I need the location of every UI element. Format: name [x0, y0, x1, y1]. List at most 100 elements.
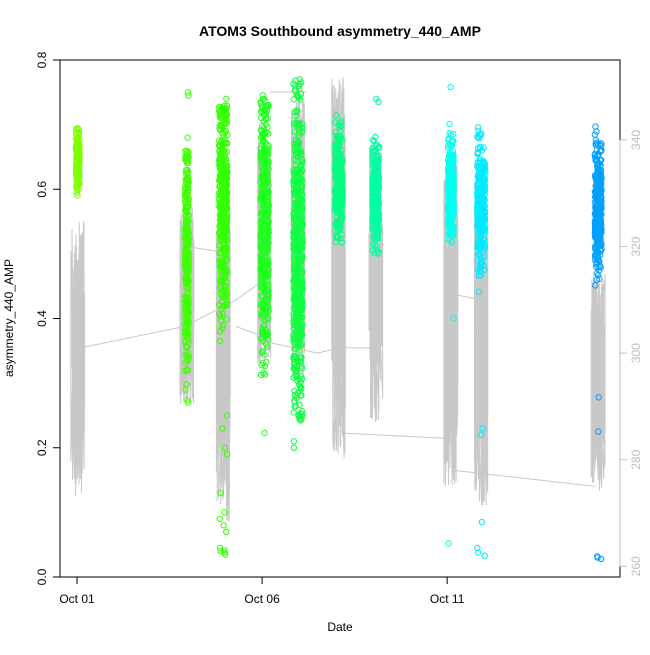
data-point: [265, 151, 272, 158]
data-point: [593, 157, 600, 165]
x-tick-label: Oct 06: [244, 592, 280, 606]
y2-tick-label: 340: [629, 130, 643, 150]
data-point: [290, 444, 298, 451]
data-point: [595, 428, 602, 435]
data-point: [259, 183, 266, 191]
data-point: [373, 95, 380, 103]
data-point: [336, 170, 343, 178]
data-point: [445, 540, 452, 547]
data-point: [292, 317, 299, 324]
data-point: [259, 261, 266, 269]
data-point: [298, 365, 306, 372]
data-point: [597, 185, 604, 193]
data-point: [290, 438, 298, 445]
data-point: [448, 213, 455, 221]
data-point: [224, 170, 231, 177]
data-point: [598, 245, 605, 253]
data-point: [263, 129, 270, 136]
data-point: [184, 279, 192, 286]
data-point: [296, 401, 303, 408]
data-point: [332, 159, 340, 166]
data-point: [297, 358, 305, 365]
data-point: [375, 144, 383, 151]
data-point: [374, 153, 381, 161]
data-point: [183, 246, 190, 254]
data-point: [217, 278, 224, 285]
data-point: [375, 152, 383, 160]
data-point: [261, 371, 269, 378]
data-point: [75, 151, 83, 158]
data-point: [449, 167, 456, 175]
data-point: [338, 239, 345, 246]
data-point: [445, 135, 452, 143]
data-point: [372, 160, 379, 167]
data-point: [474, 549, 482, 556]
data-point: [222, 104, 229, 112]
data-point: [449, 148, 457, 155]
data-point: [332, 173, 339, 181]
data-point: [223, 266, 230, 274]
data-point: [290, 335, 297, 342]
data-point: [297, 195, 304, 202]
data-point: [445, 235, 453, 243]
data-point: [264, 343, 271, 350]
data-point: [332, 162, 340, 170]
data-point: [264, 257, 271, 265]
data-point: [474, 133, 481, 140]
data-point: [261, 267, 268, 274]
data-point: [181, 367, 189, 374]
data-points-layer: [72, 76, 605, 563]
data-point: [476, 174, 483, 181]
data-point: [290, 256, 298, 263]
data-point: [182, 253, 190, 261]
data-point: [265, 182, 272, 189]
data-point: [297, 288, 305, 295]
data-point: [290, 317, 297, 325]
data-point: [297, 96, 304, 103]
data-point: [293, 305, 301, 312]
y-tick-label: 0.6: [35, 181, 49, 198]
data-point: [263, 170, 271, 178]
data-point: [217, 103, 225, 111]
data-point: [480, 165, 487, 172]
data-point: [294, 183, 302, 191]
data-point: [258, 229, 265, 236]
data-point: [223, 236, 230, 243]
data-point: [292, 112, 299, 120]
data-point: [184, 183, 192, 190]
data-point: [224, 451, 231, 458]
trace-series-6: [368, 144, 384, 423]
data-point: [222, 214, 229, 222]
data-point: [222, 149, 229, 157]
data-point: [299, 237, 306, 244]
data-point: [217, 547, 224, 555]
x-tick-label: Oct 11: [430, 592, 465, 606]
data-point: [220, 522, 228, 529]
data-point: [182, 328, 189, 335]
data-point: [258, 174, 266, 182]
data-point: [292, 328, 299, 336]
cluster-7: [444, 83, 457, 547]
data-point: [334, 142, 341, 149]
data-point: [260, 111, 268, 118]
data-point: [446, 200, 454, 208]
data-point: [294, 205, 301, 212]
data-point: [217, 232, 225, 239]
data-point: [184, 215, 191, 222]
data-point: [265, 208, 272, 215]
data-point: [372, 177, 380, 184]
data-point: [298, 128, 306, 135]
data-point: [337, 153, 344, 160]
data-point: [262, 97, 269, 105]
data-point: [74, 180, 82, 188]
data-point: [216, 242, 223, 249]
data-point: [371, 137, 378, 145]
data-point: [223, 227, 230, 235]
data-point: [264, 130, 272, 137]
data-point: [223, 290, 230, 297]
data-point: [183, 344, 190, 351]
data-point: [475, 272, 483, 279]
cluster-1: [181, 89, 193, 406]
data-point: [293, 297, 300, 305]
y-tick-label: 0.0: [35, 568, 49, 585]
